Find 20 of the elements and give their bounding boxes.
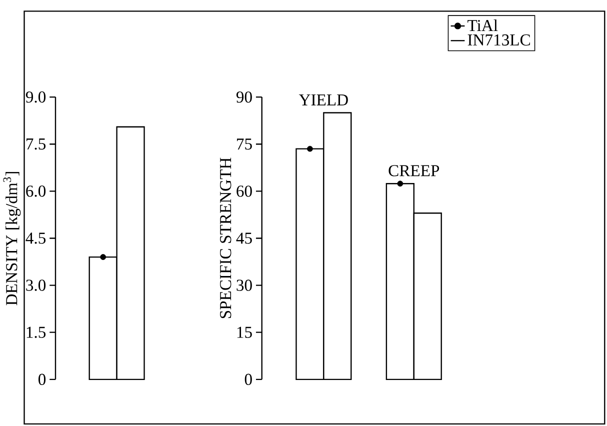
legend-label: IN713LC	[468, 34, 530, 46]
legend-label: TiAl	[468, 19, 498, 31]
y-tick-label: 9.0	[26, 91, 46, 102]
y-tick-label: 0	[38, 374, 46, 385]
y-tick-label: 60	[236, 185, 252, 197]
y-tick-label: 75	[237, 138, 252, 150]
y-tick-label: 3.0	[26, 279, 46, 291]
y-tick-label: 45	[236, 232, 252, 244]
y-tick-label: 30	[236, 279, 252, 291]
y-tick-label: 6.0	[26, 185, 46, 197]
y-axis-title: DENSITY [kg/dm$^{3}$]	[3, 172, 21, 306]
x-tick-label: CREEP	[388, 164, 440, 176]
y-tick-label: 4.5	[26, 232, 46, 244]
y-tick-label: 1.5	[26, 326, 46, 338]
y-tick-label: 0	[244, 374, 252, 385]
x-tick-label: YIELD	[298, 94, 348, 106]
y-tick-label: 15	[237, 326, 252, 338]
y-tick-label: 7.5	[26, 138, 46, 150]
y-axis-title: SPECIFIC STRENGTH	[220, 158, 232, 318]
y-tick-label: 90	[236, 91, 252, 102]
